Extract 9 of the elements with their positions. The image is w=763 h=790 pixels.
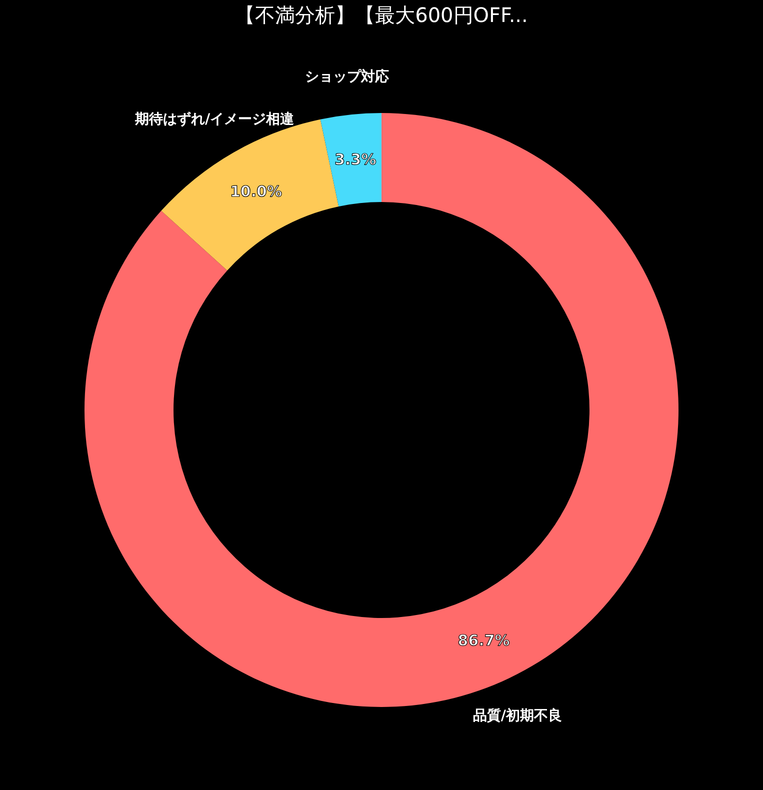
slice-label: ショップ対応 [304,68,389,85]
data-label: 10.0% [230,182,282,200]
data-label: 86.7% [458,631,510,650]
slice-label: 品質/初期不良 [472,707,562,724]
data-label: 3.3% [334,150,376,168]
chart-title: 【不満分析】【最大600円OFF... [235,3,528,27]
donut-slice [320,113,382,206]
slice-label: 期待はずれ/イメージ相違 [134,112,296,128]
donut-slice [84,113,678,707]
